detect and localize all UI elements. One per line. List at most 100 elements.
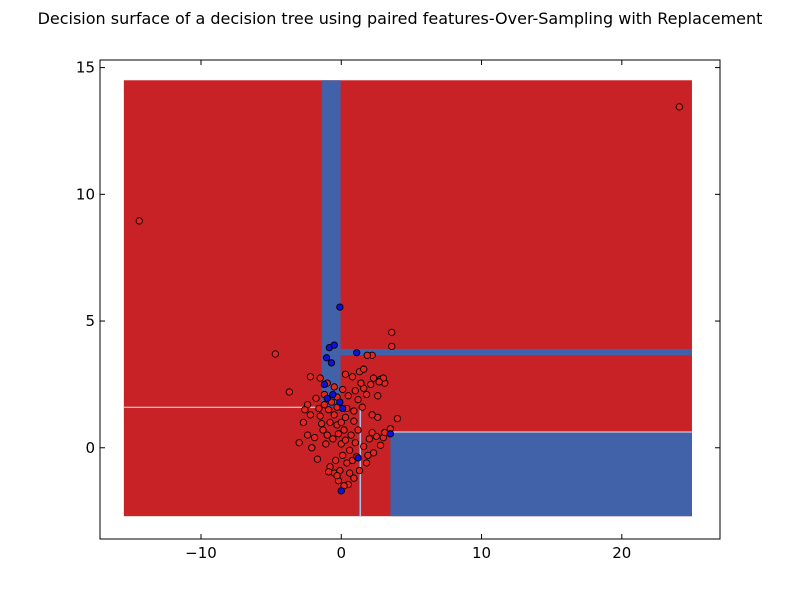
data-point-class-1-0 xyxy=(336,303,344,311)
data-point-class-1-7 xyxy=(329,390,337,399)
data-point-class-0-83 xyxy=(315,404,323,413)
data-point-class-0-57 xyxy=(347,431,355,439)
data-point-class-0-87 xyxy=(375,378,383,386)
data-point-class-0-1 xyxy=(675,103,683,111)
y-tick-label-1: 5 xyxy=(85,312,95,330)
data-point-class-0-76 xyxy=(330,411,338,419)
data-point-class-0-54 xyxy=(339,451,347,460)
data-point-class-0-77 xyxy=(323,431,331,439)
data-point-class-0-0 xyxy=(135,217,143,225)
y-axis: 0 5 10 15 xyxy=(76,59,720,457)
data-point-class-0-66 xyxy=(313,455,322,463)
data-point-class-1-10 xyxy=(339,404,347,413)
data-point-class-0-56 xyxy=(351,439,359,447)
data-point-class-0-95 xyxy=(354,426,362,434)
data-point-class-0-29 xyxy=(316,412,324,420)
data-point-class-0-39 xyxy=(365,435,373,443)
y-tick-label-0: 0 xyxy=(85,439,95,457)
data-point-class-0-78 xyxy=(358,403,366,411)
data-point-class-0-74 xyxy=(350,417,358,425)
data-point-class-1-12 xyxy=(386,430,395,438)
data-point-class-0-28 xyxy=(306,411,315,419)
data-point-class-0-92 xyxy=(299,418,308,427)
decision-region-class-1-2 xyxy=(340,348,692,356)
x-axis: −10 0 10 20 xyxy=(185,60,631,562)
data-point-class-0-9 xyxy=(316,374,324,382)
data-point-class-0-88 xyxy=(324,468,333,476)
data-point-class-0-82 xyxy=(334,430,343,438)
data-point-class-1-4 xyxy=(327,359,336,367)
data-point-class-0-38 xyxy=(393,414,402,423)
data-point-class-0-11 xyxy=(330,383,338,391)
decision-region-class-1-1 xyxy=(321,80,341,408)
x-tick-label-3: 20 xyxy=(612,544,631,562)
data-point-class-0-47 xyxy=(350,474,358,482)
x-tick-label-2: 10 xyxy=(472,544,491,562)
data-point-class-0-91 xyxy=(364,451,372,460)
y-tick-label-3: 15 xyxy=(76,59,95,77)
data-point-class-0-67 xyxy=(322,440,330,448)
data-point-class-0-19 xyxy=(374,392,382,400)
data-point-class-0-86 xyxy=(357,379,365,387)
plot-frame xyxy=(99,59,721,540)
data-point-class-0-75 xyxy=(341,413,350,421)
data-point-class-0-12 xyxy=(341,370,350,378)
data-point-class-0-5 xyxy=(388,342,396,351)
data-point-class-0-25 xyxy=(312,394,320,402)
data-point-class-0-98 xyxy=(341,436,350,444)
data-point-class-0-15 xyxy=(360,365,368,373)
data-point-class-0-22 xyxy=(344,392,352,400)
data-point-class-1-9 xyxy=(336,398,344,406)
data-point-class-0-20 xyxy=(362,390,371,399)
data-point-class-0-21 xyxy=(351,387,359,395)
data-point-class-0-16 xyxy=(369,374,378,382)
data-point-class-0-46 xyxy=(355,466,364,475)
data-point-class-1-8 xyxy=(323,394,331,402)
data-point-class-0-55 xyxy=(346,446,354,454)
decision-region-class-1-3 xyxy=(390,432,692,517)
data-point-class-0-13 xyxy=(348,373,357,381)
data-point-class-0-68 xyxy=(329,435,337,443)
data-point-class-0-97 xyxy=(333,471,341,480)
data-point-class-0-36 xyxy=(367,380,375,389)
scatter-points xyxy=(135,103,683,495)
data-point-class-0-93 xyxy=(317,420,326,428)
data-point-class-0-96 xyxy=(368,411,376,419)
data-point-class-0-60 xyxy=(326,418,334,427)
data-point-class-0-73 xyxy=(368,428,376,437)
data-point-class-0-64 xyxy=(295,439,303,447)
data-point-class-1-2 xyxy=(330,341,338,349)
data-point-class-1-13 xyxy=(337,487,345,495)
data-point-class-0-2 xyxy=(271,350,279,358)
data-point-class-0-99 xyxy=(320,401,329,409)
data-point-class-0-58 xyxy=(340,426,348,434)
data-point-class-0-72 xyxy=(360,442,368,451)
data-point-class-0-7 xyxy=(363,351,371,359)
data-point-class-0-30 xyxy=(324,406,333,414)
data-point-class-0-4 xyxy=(388,328,396,337)
data-point-class-0-8 xyxy=(306,373,315,381)
data-point-class-1-6 xyxy=(320,380,329,389)
data-point-class-0-27 xyxy=(301,406,309,414)
data-point-class-0-53 xyxy=(332,456,340,465)
x-tick-label-1: 0 xyxy=(336,544,346,562)
chart-title: Decision surface of a decision tree usin… xyxy=(37,9,763,28)
data-point-class-0-3 xyxy=(285,388,294,396)
data-point-class-1-3 xyxy=(322,354,331,362)
data-point-class-0-34 xyxy=(354,395,362,404)
y-tick-label-2: 10 xyxy=(76,185,95,203)
decision-regions xyxy=(123,80,692,517)
data-point-class-0-63 xyxy=(303,431,312,439)
data-point-class-0-94 xyxy=(337,418,345,427)
data-point-class-0-65 xyxy=(308,444,316,452)
data-point-class-1-11 xyxy=(354,454,362,462)
data-point-class-0-85 xyxy=(339,385,347,394)
data-point-class-0-45 xyxy=(362,459,371,467)
data-point-class-1-5 xyxy=(353,349,361,357)
data-point-class-0-43 xyxy=(376,441,385,449)
x-tick-label-0: −10 xyxy=(185,544,217,562)
data-point-class-0-33 xyxy=(350,407,358,415)
data-point-class-0-62 xyxy=(310,433,319,442)
data-point-class-0-89 xyxy=(346,469,354,477)
